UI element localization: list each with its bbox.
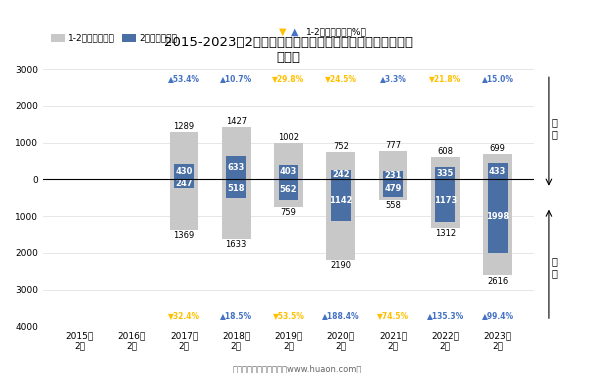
Text: ▼32.4%: ▼32.4%: [168, 311, 200, 320]
Text: 1142: 1142: [329, 196, 353, 205]
Text: 759: 759: [281, 208, 296, 217]
Text: 777: 777: [385, 141, 401, 150]
Text: ▲3.3%: ▲3.3%: [380, 74, 406, 83]
Bar: [431, 179, 460, 228]
Bar: [274, 142, 303, 179]
Text: ▼21.8%: ▼21.8%: [429, 74, 462, 83]
Bar: [170, 179, 198, 230]
Bar: [331, 179, 350, 221]
Text: 1002: 1002: [278, 132, 299, 142]
Text: 231: 231: [384, 170, 402, 179]
Text: ▼24.5%: ▼24.5%: [325, 74, 357, 83]
Text: 1173: 1173: [434, 196, 457, 206]
Text: 1427: 1427: [226, 117, 247, 126]
Text: ▲15.0%: ▲15.0%: [481, 74, 513, 83]
Text: 562: 562: [280, 185, 298, 194]
Text: ▲10.7%: ▲10.7%: [220, 74, 252, 83]
Text: 699: 699: [490, 144, 506, 153]
Bar: [383, 171, 403, 179]
Text: 247: 247: [176, 179, 193, 188]
Text: ▼: ▼: [278, 27, 286, 37]
Text: ▲: ▲: [291, 27, 299, 37]
Bar: [331, 170, 350, 179]
Bar: [226, 179, 246, 198]
Text: 2616: 2616: [487, 276, 508, 286]
Bar: [278, 164, 299, 179]
Bar: [222, 127, 250, 179]
Bar: [327, 179, 355, 260]
Text: ▲99.4%: ▲99.4%: [481, 311, 513, 320]
Text: 1289: 1289: [173, 122, 195, 131]
Text: 608: 608: [437, 147, 453, 156]
Bar: [383, 179, 403, 197]
Text: 403: 403: [280, 167, 298, 176]
Text: 430: 430: [176, 167, 193, 176]
Bar: [278, 179, 299, 200]
Text: 2190: 2190: [330, 261, 351, 270]
Bar: [483, 154, 512, 179]
Text: 1312: 1312: [435, 229, 456, 238]
Bar: [378, 151, 408, 179]
Text: 752: 752: [333, 142, 349, 151]
Text: 1369: 1369: [173, 231, 195, 240]
Text: ▲18.5%: ▲18.5%: [220, 311, 252, 320]
Bar: [488, 179, 508, 253]
Text: 518: 518: [227, 184, 245, 193]
Text: 335: 335: [437, 169, 454, 178]
Bar: [226, 156, 246, 179]
Text: 433: 433: [489, 167, 506, 176]
Text: 1-2月同比增速（%）: 1-2月同比增速（%）: [306, 27, 367, 36]
Bar: [431, 157, 460, 179]
Text: 制图：华经产业研究院（www.huaon.com）: 制图：华经产业研究院（www.huaon.com）: [233, 364, 362, 373]
Text: 出
口: 出 口: [552, 117, 558, 139]
Text: ▼74.5%: ▼74.5%: [377, 311, 409, 320]
Text: 242: 242: [332, 170, 350, 179]
Bar: [174, 163, 194, 179]
Text: 1998: 1998: [486, 211, 509, 220]
Text: ▲53.4%: ▲53.4%: [168, 74, 200, 83]
Bar: [222, 179, 250, 239]
Bar: [170, 132, 198, 179]
Text: 479: 479: [384, 184, 402, 192]
Text: 1633: 1633: [226, 241, 247, 250]
Bar: [174, 179, 194, 188]
Legend: 1-2月（万美元）, 2月（万美元）: 1-2月（万美元）, 2月（万美元）: [48, 30, 181, 46]
Text: 进
口: 进 口: [552, 256, 558, 278]
Bar: [274, 179, 303, 207]
Text: ▼29.8%: ▼29.8%: [273, 74, 305, 83]
Bar: [436, 167, 455, 179]
Bar: [488, 163, 508, 179]
Text: 558: 558: [385, 201, 401, 210]
Bar: [483, 179, 512, 275]
Text: ▲188.4%: ▲188.4%: [322, 311, 359, 320]
Text: ▲135.3%: ▲135.3%: [427, 311, 464, 320]
Text: 633: 633: [227, 163, 245, 172]
Title: 2015-2023年2月新疆维吾尔自治区外商投资企业进、出口额
统计图: 2015-2023年2月新疆维吾尔自治区外商投资企业进、出口额 统计图: [164, 36, 413, 64]
Bar: [436, 179, 455, 222]
Bar: [378, 179, 408, 200]
Text: ▼53.5%: ▼53.5%: [273, 311, 305, 320]
Bar: [327, 152, 355, 179]
